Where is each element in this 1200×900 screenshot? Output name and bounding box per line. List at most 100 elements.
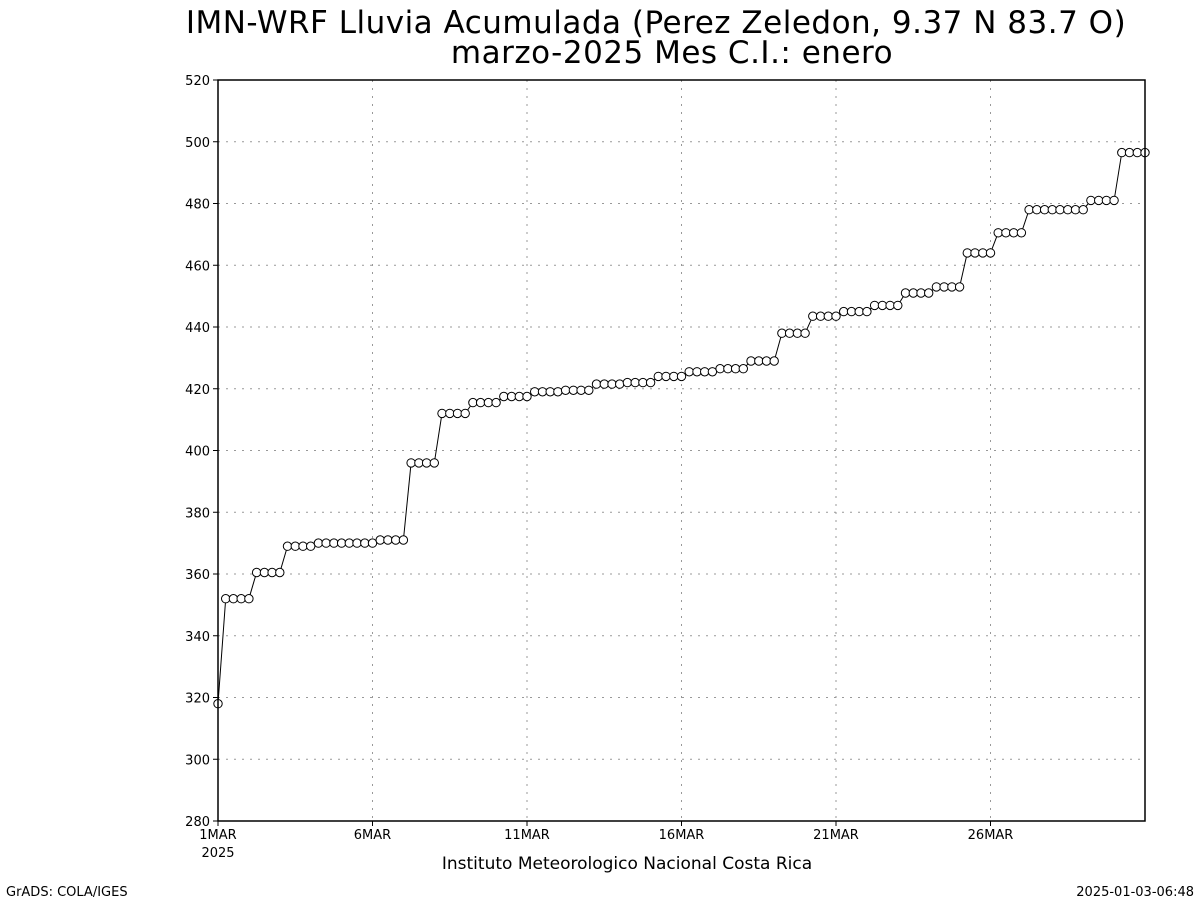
data-point xyxy=(715,364,725,374)
data-point xyxy=(931,282,942,292)
data-point xyxy=(421,458,432,468)
data-point xyxy=(808,311,818,321)
data-point xyxy=(1109,195,1119,206)
data-point xyxy=(669,371,679,382)
data-point xyxy=(877,300,888,311)
data-point xyxy=(452,408,463,419)
data-point xyxy=(306,541,316,551)
data-point xyxy=(1132,147,1143,158)
data-point xyxy=(784,328,795,338)
timestamp-label: 2025-01-03-06:48 xyxy=(1076,885,1194,900)
data-point xyxy=(537,387,548,397)
x-tick-label: 26MAR xyxy=(968,828,1014,843)
data-point xyxy=(491,397,501,408)
y-tick-label: 480 xyxy=(185,198,210,213)
data-point xyxy=(591,379,602,389)
data-point xyxy=(723,364,733,374)
data-point xyxy=(1001,228,1011,238)
data-point xyxy=(522,391,532,402)
data-point xyxy=(1016,228,1027,238)
data-point xyxy=(367,538,378,548)
gridlines xyxy=(218,80,1145,821)
institution-label: Instituto Meteorologico Nacional Costa R… xyxy=(442,854,812,874)
data-point xyxy=(924,288,934,298)
plot-frame xyxy=(217,79,1146,822)
data-point xyxy=(885,300,895,311)
y-tick-label: 440 xyxy=(185,321,210,336)
data-point xyxy=(545,387,555,397)
x-tick-label: 21MAR xyxy=(813,828,859,843)
data-point xyxy=(792,328,803,338)
data-point xyxy=(514,391,524,402)
data-point xyxy=(344,538,354,548)
x-tick-label: 11MAR xyxy=(504,828,550,843)
data-point xyxy=(290,541,300,551)
data-point xyxy=(429,458,439,468)
data-point xyxy=(584,385,594,395)
data-point xyxy=(236,594,246,604)
data-point xyxy=(622,377,633,388)
data-point xyxy=(893,300,903,311)
data-point xyxy=(1009,228,1019,238)
grads-credit: GrADS: COLA/IGES xyxy=(6,885,128,900)
data-point xyxy=(553,387,563,397)
data-point xyxy=(259,567,270,578)
data-point xyxy=(908,288,918,298)
y-tick-label: 400 xyxy=(185,445,210,460)
data-point xyxy=(692,367,702,377)
data-point xyxy=(329,538,339,548)
data-point xyxy=(862,306,872,317)
data-point xyxy=(684,367,694,377)
data-point xyxy=(391,535,401,545)
data-point xyxy=(738,364,748,374)
data-point xyxy=(831,311,841,321)
data-point xyxy=(313,538,324,548)
data-point xyxy=(746,356,756,366)
data-point xyxy=(661,371,671,382)
y-tick-label: 360 xyxy=(185,568,210,583)
series-accumulated-rain xyxy=(213,147,1150,709)
data-point xyxy=(1047,205,1058,215)
data-point xyxy=(707,367,718,377)
data-point xyxy=(414,458,424,468)
data-point xyxy=(1124,147,1135,158)
data-point xyxy=(900,288,911,298)
data-point xyxy=(607,379,617,389)
data-point xyxy=(653,371,663,382)
data-point xyxy=(638,377,648,388)
data-point xyxy=(615,379,625,389)
chart-subtitle: marzo-2025 Mes C.I.: enero xyxy=(451,35,893,71)
data-point xyxy=(800,328,810,338)
data-point xyxy=(336,538,347,548)
data-point xyxy=(251,567,262,578)
data-point xyxy=(1039,205,1050,215)
x-tick-label: 6MAR xyxy=(354,828,391,843)
y-tick-label: 320 xyxy=(185,692,210,707)
data-point xyxy=(352,538,362,548)
data-point xyxy=(993,228,1003,238)
data-point xyxy=(978,248,988,258)
data-point xyxy=(468,397,478,408)
data-point xyxy=(1070,205,1081,215)
data-point xyxy=(854,306,864,317)
data-point xyxy=(815,311,826,321)
data-point xyxy=(530,387,540,397)
data-point xyxy=(275,567,285,578)
data-point xyxy=(954,282,965,292)
data-point xyxy=(599,379,609,389)
data-point xyxy=(846,306,857,317)
data-point xyxy=(730,364,741,374)
x-tick-label: 1MAR xyxy=(199,828,236,843)
data-point xyxy=(383,535,393,545)
data-point xyxy=(576,385,586,395)
data-point xyxy=(645,377,656,388)
data-point xyxy=(1024,205,1034,215)
data-point xyxy=(398,535,409,545)
data-point xyxy=(282,541,293,551)
y-tick-label: 280 xyxy=(185,815,210,830)
data-point xyxy=(761,356,772,366)
data-point xyxy=(228,594,239,604)
data-point xyxy=(460,408,470,419)
data-point xyxy=(962,248,972,258)
